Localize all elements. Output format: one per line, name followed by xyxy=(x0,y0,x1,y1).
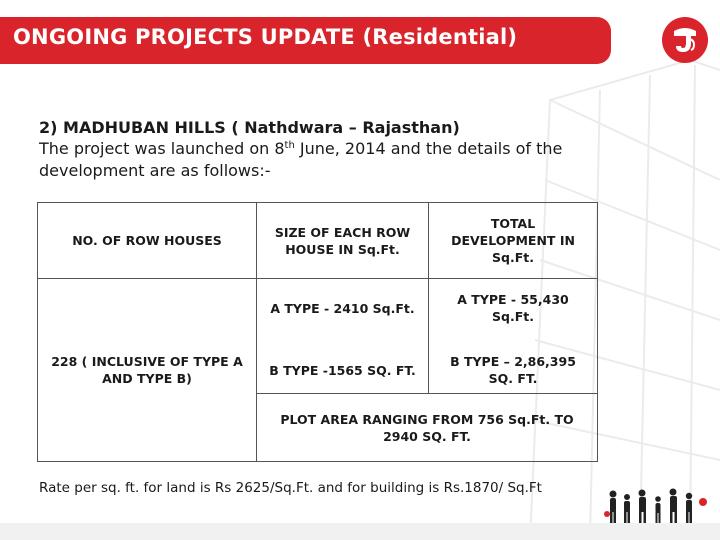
row-houses-count: 228 ( INCLUSIVE OF TYPE A AND TYPE B) xyxy=(51,354,243,386)
intro-superscript: th xyxy=(284,140,295,151)
intro-text-start: The project was launched on 8 xyxy=(39,139,285,158)
type-b-size: B TYPE -1565 SQ. FT. xyxy=(269,362,416,378)
table-divider xyxy=(428,203,429,393)
background-building-graphic xyxy=(529,60,720,540)
page-title: ONGOING PROJECTS UPDATE (Residential) xyxy=(13,25,518,49)
type-a-total: A TYPE - 55,430 Sq.Ft. xyxy=(457,292,569,324)
bottom-strip xyxy=(0,523,720,540)
plot-area-range: PLOT AREA RANGING FROM 756 Sq.Ft. TO 294… xyxy=(280,411,574,444)
title-banner xyxy=(0,17,611,64)
header-row-houses: NO. OF ROW HOUSES xyxy=(72,233,222,248)
header-total-development: TOTAL DEVELOPMENT IN Sq.Ft. xyxy=(451,216,575,265)
type-a-size: A TYPE - 2410 Sq.Ft. xyxy=(270,300,415,316)
table-divider xyxy=(256,393,597,394)
project-details-table: NO. OF ROW HOUSES SIZE OF EACH ROW HOUSE… xyxy=(37,202,598,462)
rate-footnote: Rate per sq. ft. for land is Rs 2625/Sq.… xyxy=(39,480,542,496)
intro-text-end: June, 2014 and the details of the develo… xyxy=(39,139,563,180)
people-silhouettes-graphic xyxy=(604,488,707,523)
header-size-each: SIZE OF EACH ROW HOUSE IN Sq.Ft. xyxy=(274,224,411,257)
elephant-logo-icon xyxy=(662,17,708,63)
table-divider xyxy=(256,203,257,461)
table-divider xyxy=(38,278,597,279)
type-b-total: B TYPE – 2,86,395 SQ. FT. xyxy=(450,354,576,386)
project-intro: The project was launched on 8th June, 20… xyxy=(39,138,659,182)
project-heading: 2) MADHUBAN HILLS ( Nathdwara – Rajastha… xyxy=(39,118,460,137)
